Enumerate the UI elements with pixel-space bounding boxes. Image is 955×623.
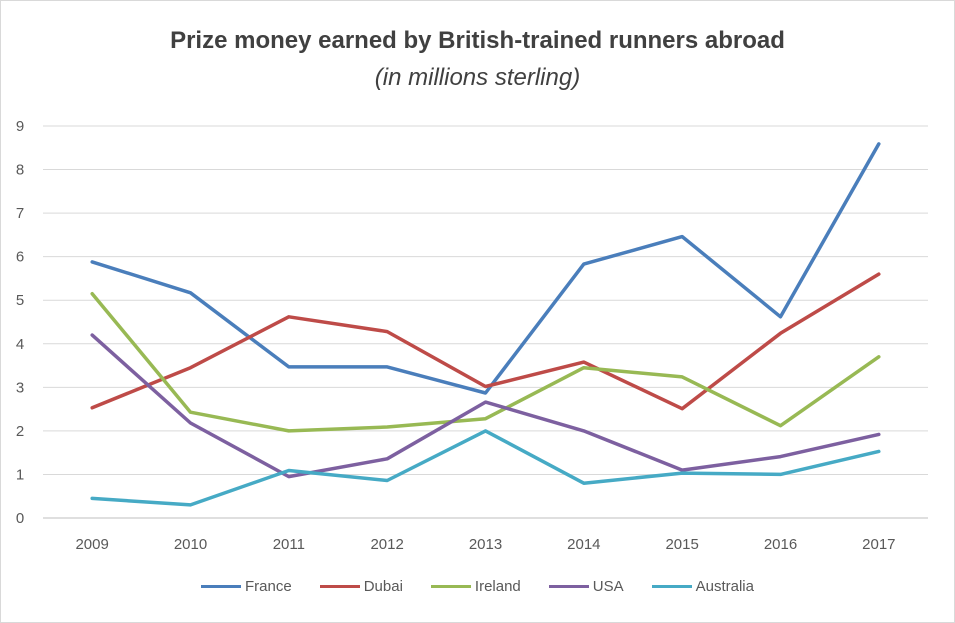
series-line-usa [90,333,881,479]
x-tick-label: 2014 [567,536,600,553]
data-point-australia [189,503,192,506]
data-point-usa [779,455,782,458]
data-point-ireland [189,411,192,414]
y-tick-label: 9 [16,118,24,135]
data-point-ireland [287,429,290,432]
data-point-france [779,315,782,318]
series-line-australia [90,429,881,507]
data-point-usa [582,429,585,432]
data-point-dubai [877,273,880,276]
data-point-france [287,365,290,368]
data-point-australia [681,472,684,475]
data-point-dubai [189,366,192,369]
chart-title: Prize money earned by British-trained ru… [170,27,785,54]
data-point-france [91,260,94,263]
legend-item-ireland: Ireland [430,578,521,595]
y-tick-label: 6 [16,249,24,266]
x-tick-label: 2012 [370,536,403,553]
legend-label: Ireland [474,578,521,595]
data-point-ireland [582,366,585,369]
legend-item-usa: USA [548,578,624,595]
legend-swatch [548,585,589,588]
x-tick-label: 2010 [174,536,207,553]
legend-swatch [651,585,692,588]
data-point-france [582,263,585,266]
data-point-australia [287,469,290,472]
data-point-usa [386,457,389,460]
y-tick-label: 3 [16,379,24,396]
legend-item-australia: Australia [651,578,754,595]
legend-item-dubai: Dubai [319,578,403,595]
data-point-ireland [386,425,389,428]
data-point-australia [386,479,389,482]
data-point-dubai [681,407,684,410]
data-point-australia [877,450,880,453]
data-point-ireland [877,355,880,358]
legend-label: Australia [695,578,754,595]
legend-item-france: France [201,578,292,595]
legend-label: Dubai [363,578,403,595]
data-point-australia [582,482,585,485]
gridlines [43,125,928,519]
data-point-dubai [91,406,94,409]
data-point-usa [681,469,684,472]
data-point-australia [779,473,782,476]
data-point-usa [877,433,880,436]
y-tick-label: 7 [16,205,24,222]
data-point-dubai [287,315,290,318]
data-point-france [386,365,389,368]
series-line-dubai [90,272,881,411]
data-point-dubai [386,330,389,333]
data-point-ireland [779,424,782,427]
data-point-dubai [779,332,782,335]
data-point-ireland [681,375,684,378]
x-tick-label: 2017 [862,536,895,553]
data-point-france [484,391,487,394]
legend-label: USA [592,578,624,595]
y-axis-ticks: 0 1 2 3 4 5 6 7 8 9 [16,118,24,527]
x-tick-label: 2015 [665,536,698,553]
legend-label: France [245,578,292,595]
x-tick-label: 2011 [273,536,305,553]
data-point-dubai [484,385,487,388]
series-line-ireland [90,291,881,433]
data-point-usa [484,401,487,404]
x-tick-label: 2016 [764,536,797,553]
data-point-ireland [91,292,94,295]
x-tick-label: 2013 [469,536,502,553]
legend-swatch [430,585,471,588]
series-line-france [90,142,881,395]
y-tick-label: 0 [16,510,24,527]
data-point-france [681,235,684,238]
data-point-australia [484,429,487,432]
data-point-france [877,142,880,145]
data-point-usa [287,475,290,478]
y-tick-label: 2 [16,423,24,440]
data-point-dubai [582,361,585,364]
legend-swatch [201,585,242,588]
data-point-usa [189,422,192,425]
x-tick-label: 2009 [75,536,108,553]
series-lines [90,142,881,507]
data-point-france [189,291,192,294]
data-point-ireland [484,417,487,420]
y-tick-label: 8 [16,162,24,179]
legend: France Dubai Ireland USA Australia [1,578,954,595]
x-axis-ticks: 2009 2010 2011 2012 2013 2014 2015 2016 2017 [75,536,895,553]
data-point-australia [91,497,94,500]
y-tick-label: 1 [16,466,24,483]
y-tick-label: 5 [16,292,24,309]
data-point-usa [91,334,94,337]
chart-subtitle: (in millions sterling) [374,64,581,91]
y-tick-label: 4 [16,336,24,353]
legend-swatch [319,585,360,588]
